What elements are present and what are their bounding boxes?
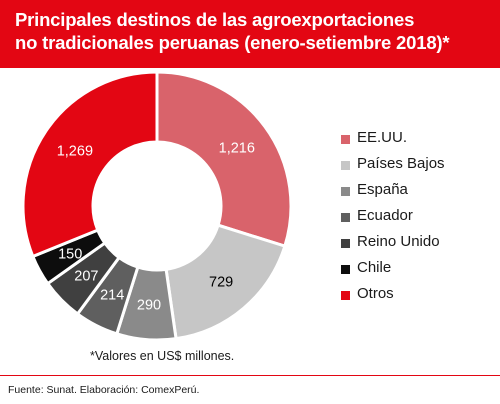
- legend-label: Países Bajos: [357, 155, 445, 172]
- source-text: Fuente: Sunat. Elaboración: ComexPerú.: [8, 384, 200, 396]
- slice-value-label-1: 729: [209, 274, 233, 290]
- legend-swatch: [341, 291, 350, 300]
- chart-title-line-1: Principales destinos de las agroexportac…: [15, 9, 415, 30]
- legend-label: Ecuador: [357, 207, 413, 224]
- slice-1: [164, 223, 287, 341]
- legend-label: España: [357, 181, 408, 198]
- legend-label: EE.UU.: [357, 129, 408, 146]
- slice-value-label-5: 150: [58, 247, 82, 263]
- legend-swatch: [341, 187, 350, 196]
- slice-value-label-4: 207: [74, 268, 98, 284]
- footer-divider: [0, 375, 500, 376]
- legend-swatch: [341, 135, 350, 144]
- legend-swatch: [341, 239, 350, 248]
- slice-6: [21, 70, 159, 259]
- legend-swatch: [341, 213, 350, 222]
- legend-label: Reino Unido: [357, 233, 440, 250]
- legend-swatch: [341, 161, 350, 170]
- title-bar: Principales destinos de las agroexportac…: [0, 0, 500, 68]
- slice-value-label-0: 1,216: [219, 140, 255, 156]
- values-note: *Valores en US$ millones.: [90, 349, 235, 363]
- slice-0: [155, 70, 293, 249]
- legend-swatch: [341, 265, 350, 274]
- legend-label: Chile: [357, 259, 392, 276]
- slice-value-label-6: 1,269: [57, 144, 93, 160]
- chart-title-line-2: no tradicionales peruanas (enero-setiemb…: [15, 32, 450, 53]
- slice-value-label-3: 214: [100, 287, 124, 303]
- legend-label: Otros: [357, 285, 394, 302]
- slice-value-label-2: 290: [137, 298, 161, 314]
